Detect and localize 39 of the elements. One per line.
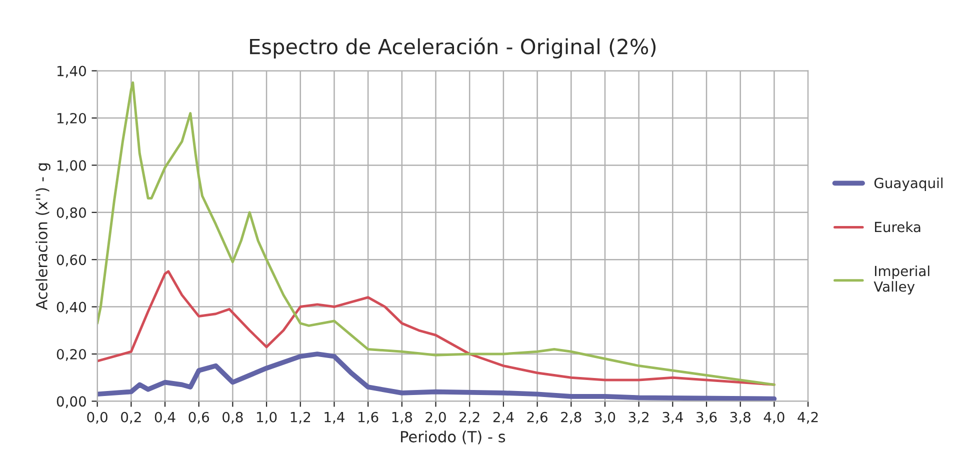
x-tick-label: 1,8 bbox=[392, 412, 412, 424]
y-tick-label: 0,40 bbox=[56, 302, 86, 314]
line-series bbox=[97, 352, 777, 402]
x-tick-label: 2,0 bbox=[426, 412, 446, 424]
y-tick-label: 1,00 bbox=[57, 160, 86, 172]
x-tick-label: 1,4 bbox=[324, 412, 344, 424]
x-tick-label: 3,8 bbox=[730, 412, 750, 424]
x-tick-label: 3,4 bbox=[662, 412, 683, 424]
x-tick-label: 2,2 bbox=[460, 412, 480, 424]
y-tick-label: 0,80 bbox=[56, 207, 86, 220]
x-tick-label: 0,6 bbox=[188, 412, 210, 424]
legend-label: Imperial Valley bbox=[874, 266, 930, 294]
x-tick-label: 0,0 bbox=[87, 412, 108, 424]
x-tick-label: 1,2 bbox=[290, 412, 310, 424]
y-tick-label: 0,00 bbox=[56, 396, 86, 408]
x-tick-label: 0,8 bbox=[222, 412, 243, 424]
y-tick-label: 1,20 bbox=[57, 112, 86, 125]
x-tick-label: 0,2 bbox=[121, 412, 141, 424]
x-tick-label: 2,8 bbox=[561, 412, 582, 424]
x-tick-label: 1,0 bbox=[257, 412, 277, 424]
line-series bbox=[97, 81, 776, 386]
x-tick-label: 1,6 bbox=[358, 412, 378, 424]
line-series bbox=[97, 270, 776, 386]
legend-label: Eureka bbox=[875, 222, 920, 232]
y-tick-label: 0,20 bbox=[56, 348, 86, 361]
x-tick-label: 3,0 bbox=[594, 412, 616, 424]
x-tick-label: 4,0 bbox=[764, 412, 784, 424]
y-axis-title: Aceleracion (x'') - g bbox=[36, 163, 50, 310]
x-tick-label: 3,6 bbox=[696, 412, 717, 424]
x-tick-label: 3,2 bbox=[628, 412, 648, 424]
legend-label: Guayaquil bbox=[874, 178, 942, 191]
y-tick-label: 1,40 bbox=[57, 66, 86, 78]
x-tick-label: 2,6 bbox=[527, 412, 548, 424]
y-tick-label: 0,60 bbox=[56, 254, 86, 266]
x-axis-title: Periodo (T) - s bbox=[401, 430, 506, 444]
chart-title: Espectro de Aceleración - Original (2%) bbox=[250, 37, 656, 58]
x-tick-label: 2,4 bbox=[493, 412, 514, 424]
x-tick-label: 4,2 bbox=[798, 412, 818, 424]
x-tick-label: 0,4 bbox=[154, 412, 176, 424]
